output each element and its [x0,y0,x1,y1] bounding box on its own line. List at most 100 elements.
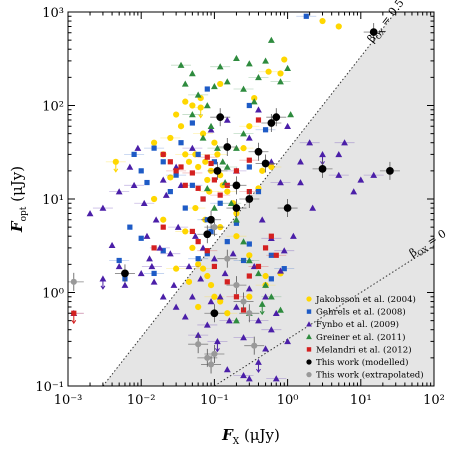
legend-marker [306,359,312,365]
data-point [277,306,284,313]
data-point [211,139,218,146]
y-tick-label: 10¹ [42,193,64,208]
data-point [172,303,180,310]
data-point [245,195,254,203]
upper-limit-arrowhead [113,168,119,173]
data-point [181,80,189,87]
data-point [167,188,173,195]
data-point [162,191,170,198]
data-point [240,257,247,264]
data-point [267,119,276,127]
data-point [240,371,247,379]
dark-burst-region [102,12,434,386]
data-point [121,281,129,288]
x-tick-label: 10⁻¹ [200,393,229,408]
data-point [281,266,287,272]
data-point [207,215,215,224]
data-point [232,204,241,212]
data-point [195,163,202,171]
data-point [211,263,217,270]
shaded-region-group [102,12,434,386]
data-point [197,104,204,111]
data-point [262,293,269,300]
data-point [134,144,142,151]
legend-label: Jakobsson et al. (2004) [315,294,416,305]
data-point [277,78,284,85]
data-point [319,17,326,25]
upper-limit-arrowhead [256,368,261,374]
data-point [386,166,394,175]
y-tick-label: 10⁰ [42,287,64,302]
data-point [267,293,275,300]
data-point [195,341,202,348]
data-point [195,261,202,268]
data-point [268,276,274,282]
data-point [211,159,217,165]
data-point [197,275,205,282]
data-point [303,13,309,19]
data-point [146,255,153,262]
upper-limit-arrowhead [198,114,204,119]
data-point [273,252,279,258]
legend-marker [306,371,312,378]
data-point [189,244,196,251]
data-point [319,150,326,158]
data-point [181,313,189,320]
data-point [255,317,262,324]
data-point [233,294,240,300]
data-point [251,94,258,102]
data-point [115,188,123,195]
data-point [150,195,158,203]
data-point [213,166,222,175]
data-point [255,188,262,195]
data-point [223,143,232,151]
data-point [182,182,188,188]
data-point [195,256,201,262]
data-point [126,163,134,170]
data-point [208,160,214,167]
data-point [160,216,167,223]
data-point [194,91,202,98]
data-point [214,151,221,158]
upper-limit-arrowhead [259,310,265,316]
data-point [229,250,237,257]
data-point [151,270,157,277]
data-point [189,120,195,126]
legend-marker [306,309,312,314]
data-point [194,331,202,338]
data-point [189,182,195,188]
data-point [188,293,196,300]
data-point [172,163,180,170]
data-point [138,235,144,241]
legend-item-6: This work (extrapolated) [306,370,424,381]
data-point [178,140,184,146]
upper-limit-arrowhead [71,319,77,325]
legend-item-5: This work (modelled) [306,357,408,368]
upper-limit-arrowhead [215,348,220,353]
legend-label: Greiner et al. (2011) [316,332,405,343]
data-point [233,303,240,310]
data-point [173,168,179,174]
data-point [277,179,284,186]
data-point [221,270,229,277]
data-point [211,293,218,300]
data-point [272,309,280,316]
data-point [99,275,107,282]
data-point [177,123,185,130]
data-point [217,80,224,88]
data-point [268,163,275,171]
data-point [245,375,253,382]
x-tick-label: 10⁻³ [54,393,83,408]
data-point [246,310,253,317]
data-point [245,285,253,292]
data-point [130,181,138,189]
data-point [341,139,348,146]
x-tick-label: 10⁻² [127,393,156,408]
data-point [131,151,137,157]
data-point [216,113,225,122]
data-point [240,238,247,245]
data-point [265,68,272,75]
data-point [240,334,247,341]
data-point [297,179,304,186]
